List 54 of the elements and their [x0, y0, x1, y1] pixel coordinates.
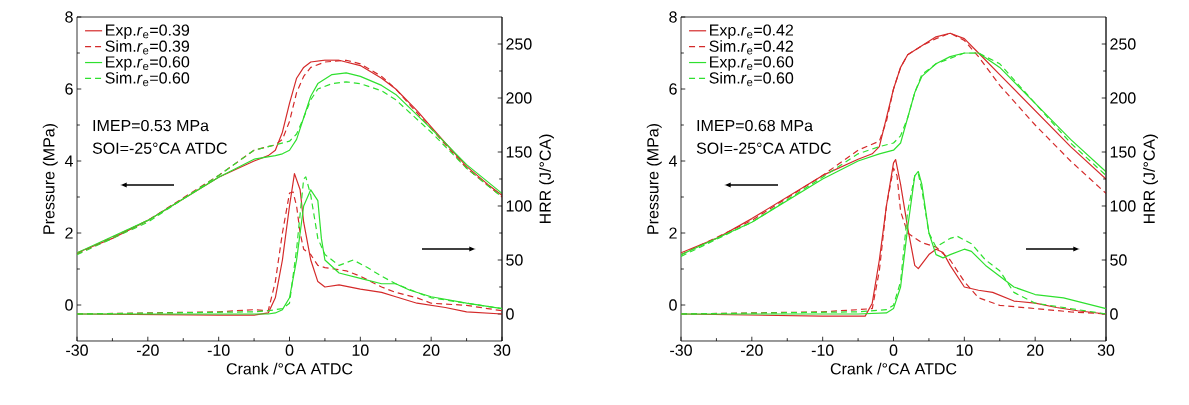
- y2-tick-label: 0: [1110, 308, 1118, 320]
- annotation: IMEP=0.68 MPa: [697, 119, 814, 132]
- x-tick-label: -10: [811, 344, 834, 356]
- x-tick-label: -20: [740, 344, 763, 356]
- x-tick-label: 30: [1097, 344, 1115, 356]
- legend-label: Exp.r$_{e}$=0.42: [710, 24, 794, 39]
- x-tick-label: -30: [670, 344, 692, 356]
- y2-tick-label: 150: [506, 146, 532, 158]
- x-tick-label: -10: [207, 344, 230, 356]
- x-tick-label: 10: [352, 344, 369, 356]
- y-tick-label: 0: [669, 299, 677, 311]
- y-axis-title: Pressure (MPa): [42, 124, 58, 234]
- legend-label: Exp.r$_{e}$=0.60: [106, 56, 190, 71]
- y2-tick-label: 50: [506, 254, 523, 266]
- x-tick-label: -20: [136, 344, 159, 356]
- y-tick-label: 2: [65, 227, 73, 239]
- x-tick-label: 0: [285, 344, 294, 356]
- y2-tick-label: 250: [506, 38, 532, 50]
- y-tick-label: 8: [65, 11, 73, 23]
- y-tick-label: 4: [64, 155, 73, 167]
- annotation: IMEP=0.53 MPa: [93, 119, 209, 132]
- legend-label: Exp.r$_{e}$=0.39: [106, 24, 190, 39]
- y2-axis-title: HRR (J/°CA): [1143, 134, 1158, 224]
- x-tick-label: 30: [493, 344, 511, 356]
- legend-label: Sim.r$_{e}$=0.60: [709, 71, 794, 87]
- legend-label: Sim.r$_{e}$=0.39: [105, 40, 190, 55]
- y-axis-title: Pressure (MPa): [646, 124, 662, 234]
- x-tick-label: 20: [423, 344, 440, 356]
- y2-axis-title: HRR (J/°CA): [539, 134, 554, 224]
- y-tick-label: 8: [669, 11, 677, 23]
- y2-tick-label: 150: [1110, 146, 1136, 158]
- y-tick-label: 4: [668, 155, 677, 167]
- y2-tick-label: 200: [1110, 92, 1136, 104]
- legend-label: Sim.r$_{e}$=0.60: [105, 71, 190, 87]
- x-tick-label: -30: [66, 344, 88, 356]
- x-tick-label: 10: [956, 344, 973, 356]
- legend-label: Exp.r$_{e}$=0.60: [710, 56, 794, 71]
- legend-label: Sim.r$_{e}$=0.42: [709, 40, 793, 55]
- x-axis-title: Crank /°CA ATDC: [226, 362, 353, 375]
- y-tick-label: 6: [65, 83, 73, 95]
- y2-tick-label: 100: [506, 200, 532, 212]
- x-axis-title: Crank /°CA ATDC: [830, 362, 957, 375]
- y-tick-label: 6: [669, 83, 677, 95]
- y2-tick-label: 0: [506, 308, 514, 320]
- y2-tick-label: 200: [506, 92, 532, 104]
- x-tick-label: 0: [889, 344, 898, 356]
- annotation: SOI=-25°CA ATDC: [92, 142, 227, 154]
- x-tick-label: 20: [1027, 344, 1044, 356]
- annotation: SOI=-25°CA ATDC: [696, 142, 831, 154]
- y2-tick-label: 100: [1110, 200, 1136, 212]
- y2-tick-label: 50: [1110, 254, 1127, 266]
- y-tick-label: 0: [65, 299, 73, 311]
- y-tick-label: 2: [669, 227, 677, 239]
- y2-tick-label: 250: [1110, 38, 1136, 50]
